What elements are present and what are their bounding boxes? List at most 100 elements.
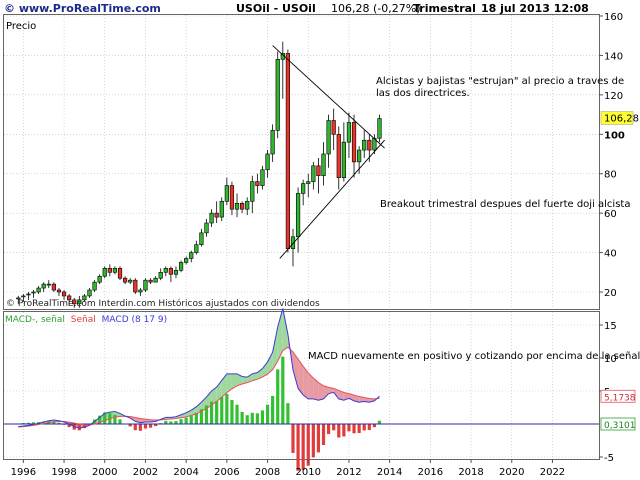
macd-fill-segment bbox=[186, 410, 192, 417]
candle-body-up bbox=[234, 202, 240, 210]
candle bbox=[301, 179, 306, 206]
candle bbox=[255, 173, 260, 194]
candle bbox=[219, 197, 224, 222]
candle-body-down bbox=[123, 277, 128, 283]
macd-histogram bbox=[16, 356, 382, 471]
price-y-axis: 160 140 120 100 80 60 40 20 bbox=[599, 12, 625, 299]
candle bbox=[194, 240, 199, 255]
histogram-bar-negative bbox=[301, 424, 305, 470]
candle-body-up bbox=[199, 232, 204, 245]
macd-tick-label: 10 bbox=[604, 354, 617, 365]
histogram-bar-positive bbox=[26, 422, 31, 424]
histogram-bar-positive bbox=[240, 411, 244, 424]
macd-fill-segment bbox=[318, 382, 324, 401]
macd-fill-segment bbox=[292, 351, 299, 389]
candle-body-down bbox=[367, 139, 372, 151]
histogram-bar-positive bbox=[31, 422, 36, 424]
candle-body-up bbox=[219, 201, 224, 218]
macd-fill-segment bbox=[262, 361, 268, 378]
candle bbox=[41, 282, 46, 292]
data-source-watermark: © ProRealTime.com Interdin.com Histórico… bbox=[6, 298, 320, 309]
site-credit[interactable]: © www.ProRealTime.com bbox=[4, 2, 161, 15]
histogram-bar-positive bbox=[245, 415, 249, 424]
candle bbox=[209, 209, 214, 227]
candle bbox=[204, 219, 209, 237]
candle bbox=[234, 193, 240, 218]
candle bbox=[26, 292, 31, 300]
price-tick-label: 40 bbox=[604, 249, 617, 260]
candle-body-down bbox=[168, 268, 173, 275]
histogram-bar-positive bbox=[281, 356, 285, 424]
candle bbox=[87, 288, 92, 298]
x-tick-label: 2016 bbox=[418, 467, 443, 478]
macd-tick-label: -5 bbox=[604, 453, 614, 464]
candle bbox=[82, 293, 87, 302]
candle bbox=[72, 297, 77, 308]
candle-body-down bbox=[148, 279, 153, 283]
candle-body-up bbox=[163, 268, 168, 273]
candle-body-down bbox=[133, 279, 138, 293]
histogram-bar-positive bbox=[103, 412, 107, 424]
histogram-bar-negative bbox=[154, 424, 158, 427]
histogram-bar-negative bbox=[337, 424, 341, 438]
candle bbox=[138, 288, 143, 296]
histogram-bar-negative bbox=[321, 424, 326, 446]
macd-fill-segment bbox=[272, 326, 278, 370]
macd-line bbox=[18, 308, 380, 429]
macd-fill-segment bbox=[247, 373, 253, 383]
candle bbox=[189, 250, 194, 263]
candle bbox=[128, 278, 133, 285]
macd-fill-segment bbox=[242, 376, 248, 385]
candle bbox=[336, 126, 341, 190]
histogram-last-box bbox=[600, 417, 636, 431]
candle-body-up bbox=[138, 289, 143, 293]
candle-body-up bbox=[153, 277, 158, 283]
candle bbox=[265, 150, 270, 178]
annotation-squeeze-line-2: las dos directrices. bbox=[376, 88, 470, 99]
histogram-last-label: 0,3101 bbox=[604, 421, 636, 431]
macd-fill-segment bbox=[282, 308, 288, 351]
candle-body-down bbox=[285, 53, 291, 249]
candle bbox=[229, 181, 235, 216]
candle-body-up bbox=[265, 153, 270, 171]
candle bbox=[112, 266, 118, 275]
histogram-bar-positive bbox=[255, 413, 259, 424]
candle-body-down bbox=[331, 120, 336, 135]
candle-body-up bbox=[194, 244, 199, 253]
candle bbox=[260, 165, 265, 190]
candle bbox=[163, 266, 168, 277]
x-tick-label: 1996 bbox=[11, 467, 36, 478]
candle bbox=[143, 278, 148, 292]
candle-body-up bbox=[204, 222, 209, 234]
histogram-bar-negative bbox=[316, 424, 321, 453]
candle bbox=[117, 266, 123, 281]
candle bbox=[153, 276, 158, 283]
x-tick-label: 2022 bbox=[540, 467, 565, 478]
histogram-bar-negative bbox=[296, 424, 300, 471]
candle-body-up bbox=[102, 268, 107, 277]
histogram-bar-positive bbox=[250, 412, 254, 424]
macd-fill-segment bbox=[303, 366, 309, 399]
histogram-bar-negative bbox=[306, 424, 310, 466]
macd-last-values: 5,1738 0,3101 bbox=[600, 389, 636, 431]
histogram-bar-negative bbox=[342, 424, 346, 437]
candle-body-up bbox=[357, 149, 362, 163]
candle-body-down bbox=[67, 295, 72, 301]
histogram-bar-positive bbox=[179, 419, 183, 424]
candle-body-down bbox=[351, 122, 357, 163]
candle bbox=[331, 108, 336, 151]
candle bbox=[158, 268, 163, 281]
candle bbox=[362, 130, 367, 158]
histogram-bar-negative bbox=[367, 424, 371, 431]
histogram-bar-positive bbox=[204, 405, 209, 424]
x-tick-label: 2010 bbox=[296, 467, 321, 478]
candle-body-up bbox=[82, 295, 87, 301]
x-tick-label: 2000 bbox=[92, 467, 117, 478]
candle-body-up bbox=[311, 165, 316, 182]
histogram-bar-positive bbox=[194, 412, 198, 424]
price-tick-label: 120 bbox=[604, 91, 623, 102]
candle bbox=[102, 266, 107, 279]
candle bbox=[123, 276, 128, 285]
last-price-label: 106,28 bbox=[604, 114, 639, 125]
candle bbox=[133, 278, 138, 294]
